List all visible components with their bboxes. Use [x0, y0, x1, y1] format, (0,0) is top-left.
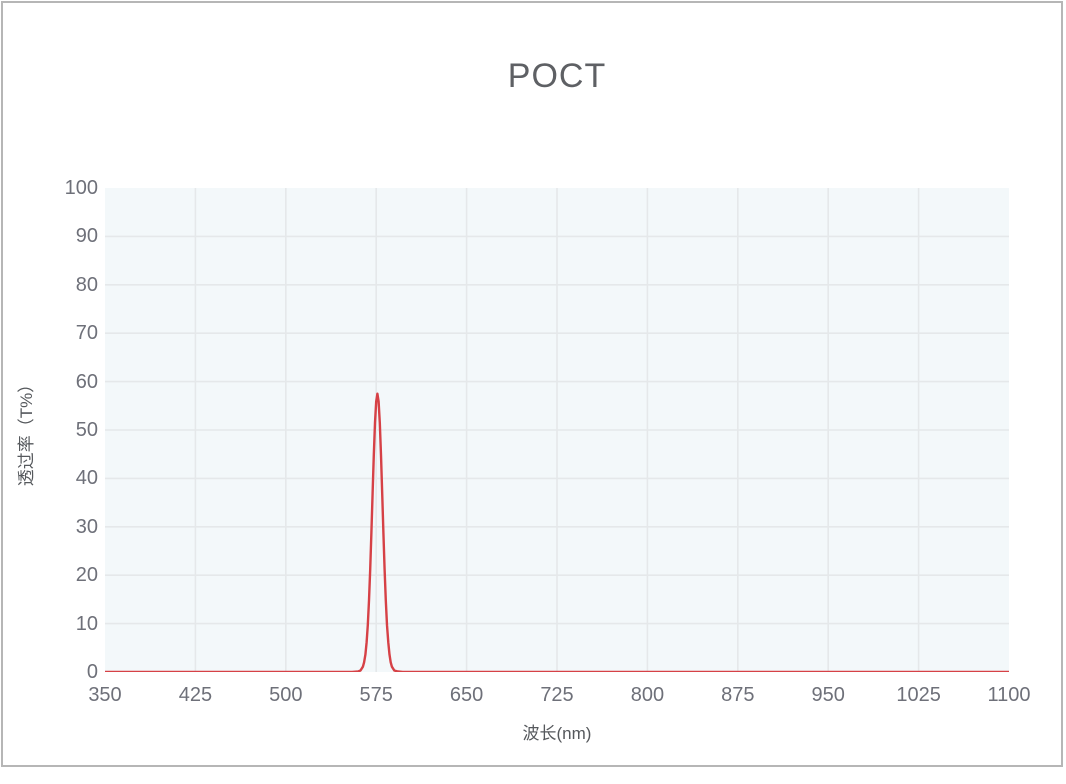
y-tick-label: 70 [75, 322, 98, 345]
y-tick-label: 40 [75, 467, 98, 490]
x-tick-label: 1100 [987, 684, 1031, 706]
y-tick-label: 80 [75, 273, 98, 296]
y-tick-label: 10 [75, 612, 98, 635]
x-axis-title: 波长(nm) [522, 724, 592, 743]
y-tick-label: 0 [86, 661, 98, 683]
y-tick-label: 90 [75, 225, 98, 248]
y-tick-label: 50 [75, 419, 98, 441]
x-tick-label: 950 [811, 684, 845, 706]
y-tick-label: 100 [64, 177, 98, 199]
x-tick-label: 1025 [896, 684, 941, 706]
y-tick-label: 60 [75, 370, 98, 393]
x-tick-label: 425 [178, 684, 213, 706]
x-tick-label: 725 [540, 684, 574, 706]
x-tick-label: 575 [359, 684, 393, 706]
y-tick-label: 20 [75, 564, 98, 587]
chart-title: POCT [507, 57, 607, 95]
x-tick-label: 800 [630, 684, 665, 706]
x-tick-label: 350 [88, 684, 122, 706]
x-tick-label: 650 [449, 684, 484, 706]
plot-area [105, 188, 1009, 672]
series-line [105, 392, 1009, 672]
x-tick-label: 875 [721, 684, 755, 706]
x-tick-label: 500 [269, 684, 303, 706]
y-tick-label: 30 [75, 515, 98, 538]
